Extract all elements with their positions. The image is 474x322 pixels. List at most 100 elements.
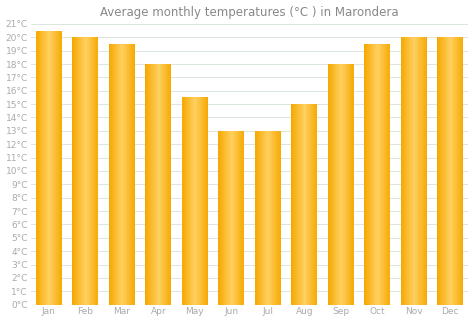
Bar <box>298 104 299 305</box>
Title: Average monthly temperatures (°C ) in Marondera: Average monthly temperatures (°C ) in Ma… <box>100 5 399 19</box>
Bar <box>306 104 307 305</box>
Bar <box>423 37 424 305</box>
Bar <box>273 131 274 305</box>
Bar <box>450 37 451 305</box>
Bar <box>220 131 221 305</box>
Bar <box>259 131 260 305</box>
Bar <box>330 64 331 305</box>
Bar <box>256 131 257 305</box>
Bar <box>164 64 165 305</box>
Bar <box>198 98 199 305</box>
Bar <box>127 44 128 305</box>
Bar <box>206 98 207 305</box>
Bar <box>169 64 170 305</box>
Bar <box>39 31 40 305</box>
Bar <box>170 64 171 305</box>
Bar <box>158 64 159 305</box>
Bar <box>190 98 191 305</box>
Bar <box>454 37 455 305</box>
Bar <box>385 44 386 305</box>
Bar <box>378 44 379 305</box>
Bar <box>441 37 442 305</box>
Bar <box>154 64 155 305</box>
Bar <box>112 44 113 305</box>
Bar <box>426 37 427 305</box>
Bar <box>404 37 405 305</box>
Bar <box>49 31 50 305</box>
Bar <box>81 37 82 305</box>
Bar <box>38 31 39 305</box>
Bar <box>48 31 49 305</box>
Bar <box>193 98 194 305</box>
Bar <box>461 37 462 305</box>
Bar <box>47 31 48 305</box>
Bar <box>380 44 381 305</box>
Bar <box>114 44 115 305</box>
Bar <box>406 37 407 305</box>
Bar <box>90 37 91 305</box>
Bar <box>376 44 377 305</box>
Bar <box>443 37 444 305</box>
Bar <box>407 37 408 305</box>
Bar <box>445 37 446 305</box>
Bar <box>258 131 259 305</box>
Bar <box>449 37 450 305</box>
Bar <box>309 104 310 305</box>
Bar <box>370 44 371 305</box>
Bar <box>344 64 345 305</box>
Bar <box>241 131 242 305</box>
Bar <box>224 131 225 305</box>
Bar <box>186 98 187 305</box>
Bar <box>336 64 337 305</box>
Bar <box>185 98 186 305</box>
Bar <box>85 37 86 305</box>
Bar <box>187 98 188 305</box>
Bar <box>196 98 197 305</box>
Bar <box>272 131 273 305</box>
Bar <box>447 37 448 305</box>
Bar <box>197 98 198 305</box>
Bar <box>171 64 172 305</box>
Bar <box>232 131 233 305</box>
Bar <box>340 64 341 305</box>
Bar <box>420 37 421 305</box>
Bar <box>83 37 84 305</box>
Bar <box>339 64 340 305</box>
Bar <box>95 37 96 305</box>
Bar <box>73 37 74 305</box>
Bar <box>408 37 409 305</box>
Bar <box>146 64 147 305</box>
Bar <box>381 44 382 305</box>
Bar <box>243 131 244 305</box>
Bar <box>265 131 266 305</box>
Bar <box>57 31 58 305</box>
Bar <box>36 31 37 305</box>
Bar <box>439 37 440 305</box>
Bar <box>255 131 256 305</box>
Bar <box>200 98 201 305</box>
Bar <box>383 44 384 305</box>
Bar <box>368 44 369 305</box>
Bar <box>77 37 78 305</box>
Bar <box>115 44 116 305</box>
Bar <box>350 64 351 305</box>
Bar <box>189 98 190 305</box>
Bar <box>337 64 338 305</box>
Bar <box>151 64 152 305</box>
Bar <box>305 104 306 305</box>
Bar <box>307 104 308 305</box>
Bar <box>153 64 154 305</box>
Bar <box>166 64 167 305</box>
Bar <box>199 98 200 305</box>
Bar <box>53 31 54 305</box>
Bar <box>204 98 205 305</box>
Bar <box>379 44 380 305</box>
Bar <box>266 131 267 305</box>
Bar <box>418 37 419 305</box>
Bar <box>422 37 423 305</box>
Bar <box>93 37 94 305</box>
Bar <box>348 64 349 305</box>
Bar <box>401 37 402 305</box>
Bar <box>446 37 447 305</box>
Bar <box>233 131 234 305</box>
